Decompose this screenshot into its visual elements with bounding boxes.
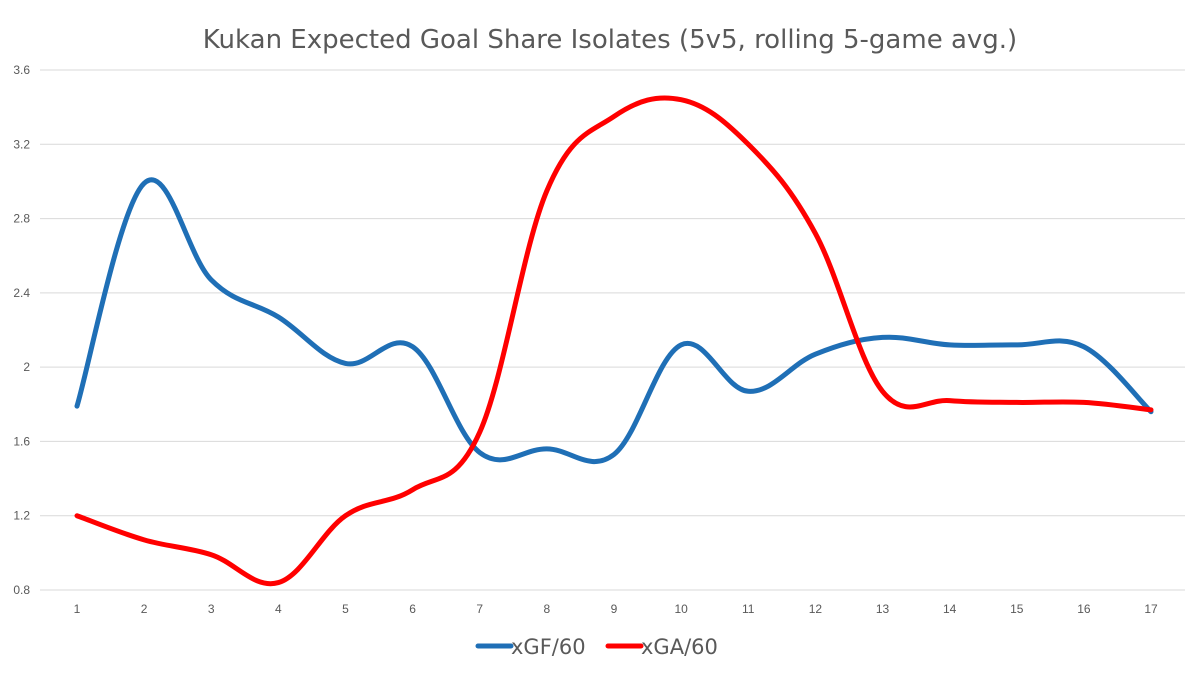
x-tick-label: 17 [1144,602,1158,616]
x-tick-label: 3 [208,602,215,616]
y-tick-label: 3.2 [13,137,30,151]
x-tick-label: 5 [342,602,349,616]
y-tick-label: 1.6 [13,434,30,448]
x-tick-label: 12 [809,602,823,616]
y-tick-label: 1.2 [13,509,30,523]
x-tick-label: 6 [409,602,416,616]
x-tick-label: 15 [1010,602,1024,616]
x-tick-label: 9 [611,602,618,616]
y-axis-ticks: 0.8 1.2 1.6 2 2.4 2.8 3.2 3.6 [13,63,30,597]
x-tick-label: 10 [674,602,688,616]
y-tick-label: 3.6 [13,63,30,77]
x-tick-label: 14 [943,602,957,616]
y-tick-label: 2.8 [13,212,30,226]
legend: xGF/60 xGA/60 [475,635,718,659]
legend-label: xGF/60 [511,635,586,659]
y-tick-label: 2.4 [13,286,30,300]
legend-label: xGA/60 [641,635,718,659]
y-tick-label: 2 [23,360,30,374]
series-lines [74,95,1154,587]
y-tick-label: 0.8 [13,583,30,597]
x-tick-label: 1 [74,602,81,616]
series-line-xga60 [74,95,1154,587]
x-tick-label: 8 [544,602,551,616]
x-tick-label: 4 [275,602,282,616]
x-axis-ticks: 1 2 3 4 5 6 7 8 9 10 11 12 13 14 15 16 17 [74,602,1158,616]
x-tick-label: 13 [876,602,890,616]
x-tick-label: 11 [742,602,755,616]
x-tick-label: 16 [1077,602,1091,616]
x-tick-label: 2 [141,602,148,616]
x-tick-label: 7 [476,602,483,616]
series-line-xgf60 [74,177,1154,465]
gridlines [40,69,1185,591]
chart-title: Kukan Expected Goal Share Isolates (5v5,… [203,25,1017,55]
